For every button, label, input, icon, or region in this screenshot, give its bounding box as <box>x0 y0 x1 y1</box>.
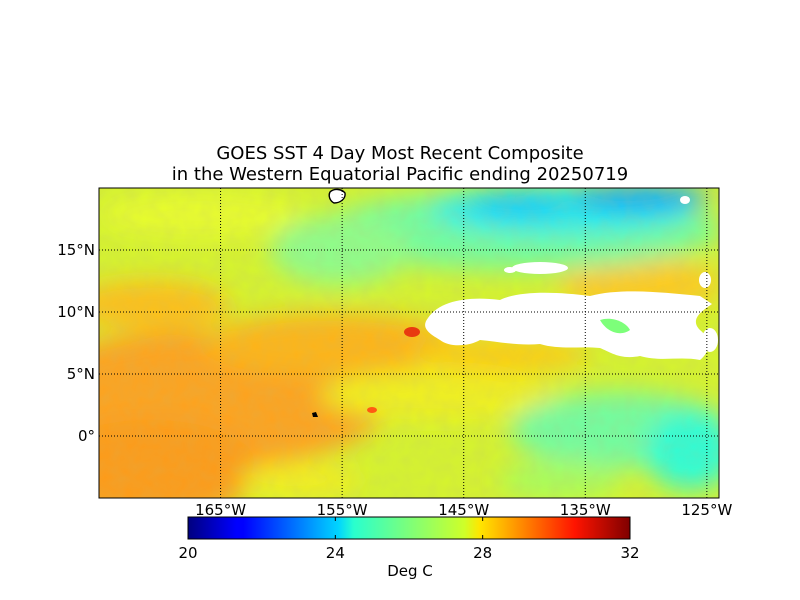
longitude-tick-label: 155°W <box>317 501 368 519</box>
sst-field <box>99 188 719 498</box>
map-title-line-2: in the Western Equatorial Pacific ending… <box>171 164 629 185</box>
longitude-tick-label: 165°W <box>195 501 246 519</box>
colorbar-tick-label: 24 <box>326 544 345 562</box>
colorbar-tick-label: 32 <box>620 544 639 562</box>
graticule <box>99 188 719 498</box>
warm-spot <box>404 327 420 337</box>
latitude-tick-label: 15°N <box>57 241 95 259</box>
colorbar <box>187 516 631 540</box>
latitude-tick-label: 10°N <box>57 303 95 321</box>
kiritimati-island-landmass <box>312 412 318 417</box>
warm-spot <box>367 407 377 413</box>
colorbar-label: Deg C <box>387 562 433 580</box>
latitude-tick-label: 0° <box>78 427 95 445</box>
no-data-cloud-patches <box>425 196 718 360</box>
latitude-tick-label: 5°N <box>67 365 95 383</box>
map-frame <box>98 187 720 499</box>
longitude-tick-label: 125°W <box>681 501 732 519</box>
colorbar-tick-label: 28 <box>473 544 492 562</box>
longitude-tick-label: 145°W <box>438 501 489 519</box>
colorbar-tick-label: 20 <box>178 544 197 562</box>
longitude-tick-label: 135°W <box>560 501 611 519</box>
map-title-line-1: GOES SST 4 Day Most Recent Composite <box>216 143 584 164</box>
